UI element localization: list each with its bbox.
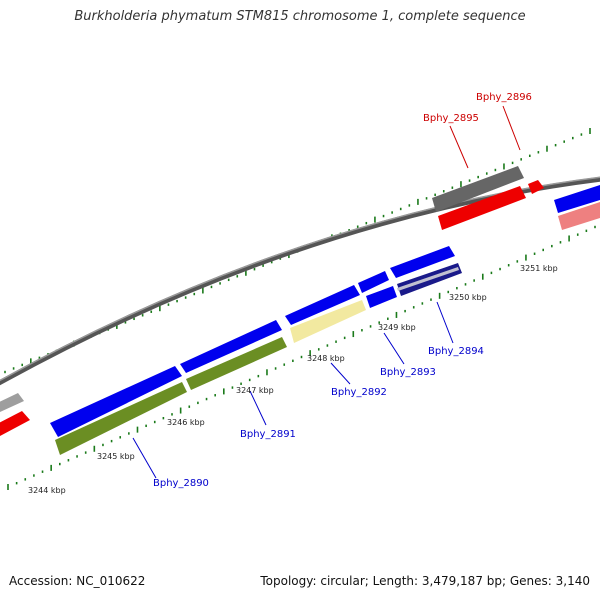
genome-backbone [0,176,600,386]
kbp-label: 3251 kbp [520,264,558,273]
gene-label[interactable]: Bphy_2890 [153,478,209,489]
feature-left-gray[interactable] [0,393,24,412]
kbp-label: 3244 kbp [28,486,66,495]
gene-label[interactable]: Bphy_2893 [380,367,436,378]
gene-bphy-2893-rect[interactable] [366,286,397,308]
kbp-label: 3245 kbp [97,452,135,461]
cds-forward[interactable] [358,271,389,293]
kbp-labels: 3244 kbp 3245 kbp 3246 kbp 3247 kbp 3248… [28,264,558,495]
kbp-label: 3248 kbp [307,354,345,363]
cds-forward[interactable] [50,366,182,437]
gene-label[interactable]: Bphy_2891 [240,429,296,440]
inner-tick-ruler [7,225,596,490]
feature-right-pink[interactable] [558,202,600,230]
feature-left-red[interactable] [0,411,30,437]
accession-text: Accession: NC_010622 [9,574,146,588]
gene-label[interactable]: Bphy_2894 [428,346,484,357]
kbp-label: 3247 kbp [236,386,274,395]
label-leaders [132,301,454,479]
kbp-label: 3246 kbp [167,418,205,427]
gene-label[interactable]: Bphy_2896 [476,92,532,103]
gene-bphy-2890-rect[interactable] [55,382,187,455]
gene-bphy-2896-rect[interactable] [528,180,544,194]
map-title: Burkholderia phymatum STM815 chromosome … [74,9,526,24]
gene-bphy-2892-rect[interactable] [290,300,366,343]
gene-labels: Bphy_2890 Bphy_2891 Bphy_2892 Bphy_2893 … [153,92,532,489]
gene-label[interactable]: Bphy_2895 [423,113,479,124]
kbp-label: 3250 kbp [449,293,487,302]
gene-label[interactable]: Bphy_2892 [331,387,387,398]
gene-bphy-2895-rect[interactable] [438,186,526,230]
cds-forward[interactable] [180,320,282,373]
cds-forward[interactable] [390,246,455,278]
topology-text: Topology: circular; Length: 3,479,187 bp… [260,574,590,588]
gene-bphy-2895-gray[interactable] [432,166,524,212]
kbp-label: 3249 kbp [378,323,416,332]
cds-forward[interactable] [285,285,360,325]
gene-bphy-2891-rect[interactable] [186,337,287,390]
cds-forward[interactable] [554,185,600,213]
